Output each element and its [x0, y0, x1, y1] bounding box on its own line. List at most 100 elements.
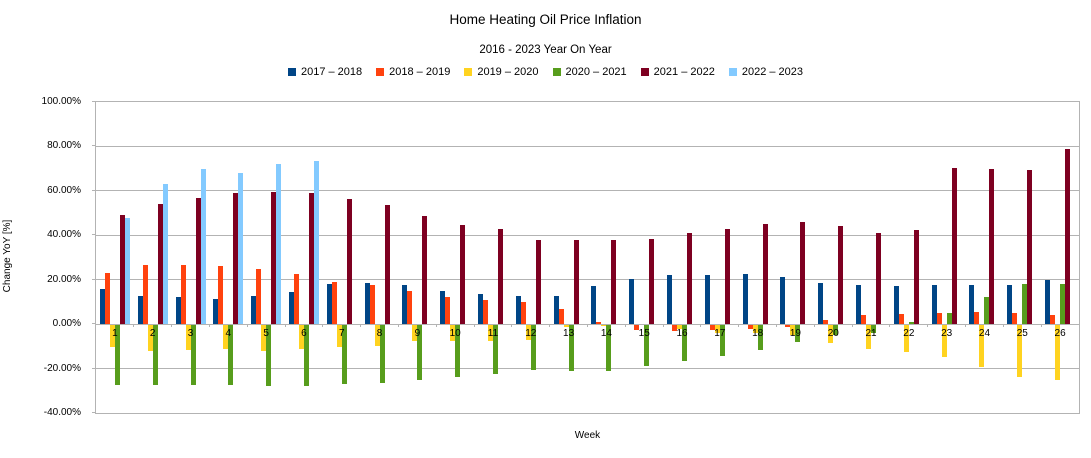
- bar-series4-week-7: [341, 324, 347, 385]
- bar-series2-week-1: [104, 273, 110, 325]
- bar-series3-week-9: [412, 324, 418, 341]
- gridline-20: [96, 279, 1079, 281]
- bar-series1-week-2: [137, 296, 143, 325]
- legend-label: 2018 – 2019: [389, 66, 451, 78]
- y-tick-label-40: 40.00%: [47, 229, 81, 241]
- legend-label: 2019 – 2020: [477, 66, 539, 78]
- x-tick-label-11: 11: [487, 328, 499, 340]
- bar-series1-week-13: [553, 296, 559, 325]
- gridline-80: [96, 145, 1079, 147]
- bar-series2-week-25: [1012, 313, 1018, 325]
- y-tick-label-0: 0.00%: [52, 318, 81, 330]
- x-tick-mark: [208, 324, 210, 328]
- y-tick-mark: [92, 189, 95, 191]
- bar-series1-week-3: [175, 297, 181, 325]
- bar-series1-week-21: [856, 285, 862, 325]
- x-tick-mark: [889, 324, 891, 328]
- bar-series5-week-20: [838, 226, 844, 325]
- x-tick-mark: [1040, 324, 1042, 328]
- y-tick-mark: [92, 278, 95, 280]
- y-tick-label--40: -40.00%: [43, 407, 81, 418]
- bar-series2-week-18: [747, 324, 753, 329]
- bar-series3-week-1: [109, 324, 115, 348]
- bar-series4-week-1: [114, 324, 120, 386]
- bar-series2-week-11: [482, 299, 488, 325]
- x-tick-label-22: 22: [903, 328, 915, 340]
- bar-series2-week-23: [936, 313, 942, 325]
- bar-series3-week-25: [1017, 324, 1023, 378]
- bar-series5-week-25: [1027, 169, 1033, 325]
- x-tick-mark: [700, 324, 702, 328]
- bar-series3-week-10: [450, 324, 456, 341]
- legend-label: 2021 – 2022: [653, 66, 715, 78]
- bar-series3-week-17: [714, 324, 720, 334]
- bar-series5-week-12: [535, 239, 541, 325]
- bar-series5-week-3: [195, 197, 201, 325]
- bar-series5-week-16: [687, 233, 693, 325]
- legend-swatch-icon: [728, 68, 737, 76]
- legend-item-3: 2019 – 2020: [464, 66, 539, 78]
- bar-series5-week-2: [157, 204, 163, 325]
- bar-series4-week-11: [492, 324, 498, 375]
- legend-swatch-icon: [464, 68, 473, 76]
- x-tick-mark: [1002, 324, 1004, 328]
- x-tick-label-15: 15: [638, 328, 650, 340]
- bar-series5-week-4: [233, 193, 239, 325]
- bar-series3-week-14: [601, 324, 607, 327]
- bar-series5-week-24: [989, 168, 995, 325]
- y-tick-label--20: -20.00%: [43, 362, 81, 374]
- bar-series3-week-3: [185, 324, 191, 350]
- bar-series2-week-13: [558, 308, 564, 325]
- bar-series6-week-1: [124, 217, 130, 325]
- bar-series4-week-20: [833, 324, 839, 336]
- x-tick-mark: [927, 324, 929, 328]
- bar-series1-week-18: [742, 274, 748, 325]
- legend-swatch-icon: [287, 68, 296, 76]
- bar-series1-week-19: [780, 277, 786, 325]
- bar-series1-week-10: [440, 290, 446, 325]
- x-tick-mark: [246, 324, 248, 328]
- bar-series1-week-7: [326, 284, 332, 325]
- legend-item-6: 2022 – 2023: [728, 66, 803, 78]
- legend-label: 2020 – 2021: [565, 66, 627, 78]
- bar-series2-week-21: [861, 315, 867, 325]
- bar-series3-week-6: [298, 324, 304, 349]
- legend-item-1: 2017 – 2018: [287, 66, 362, 78]
- x-tick-mark: [965, 324, 967, 328]
- bar-series1-week-20: [818, 283, 824, 325]
- bar-series2-week-4: [218, 266, 224, 325]
- x-tick-label-17: 17: [714, 328, 726, 340]
- plot-area: 1 2 3 4 5 6 7 8 9 10 11 12 13 14 15 16 17 18 19 20 21 22 23 24 2…: [95, 101, 1080, 414]
- bar-series3-week-12: [525, 324, 531, 340]
- y-tick-mark: [92, 367, 95, 369]
- bar-series2-week-20: [823, 319, 829, 325]
- x-tick-mark: [549, 324, 551, 328]
- bar-series3-week-11: [487, 324, 493, 341]
- bar-series5-week-13: [573, 239, 579, 325]
- bar-series2-week-3: [180, 265, 186, 325]
- bar-series4-week-25: [1022, 284, 1028, 325]
- gridline-40: [96, 234, 1079, 236]
- x-tick-label-23: 23: [941, 328, 953, 340]
- bar-series6-week-5: [276, 164, 282, 325]
- bar-series3-week-19: [790, 324, 796, 336]
- bar-series4-week-21: [871, 324, 877, 334]
- y-tick-mark: [92, 412, 95, 413]
- y-axis-title: Change YoY [%]: [2, 219, 13, 293]
- bar-series2-week-16: [672, 324, 678, 331]
- legend-item-4: 2020 – 2021: [552, 66, 627, 78]
- bar-series4-week-4: [228, 324, 234, 386]
- x-tick-mark: [776, 324, 778, 328]
- bar-series2-week-2: [142, 265, 148, 325]
- bar-series6-week-6: [313, 160, 319, 325]
- chart-legend: 2017 – 2018 2018 – 2019 2019 – 2020 2020 – …: [0, 66, 1091, 78]
- legend-swatch-icon: [640, 68, 649, 76]
- bar-series2-week-12: [520, 301, 526, 325]
- x-tick-label-14: 14: [600, 328, 612, 340]
- bar-series2-week-17: [709, 324, 715, 330]
- bar-series5-week-5: [271, 191, 277, 325]
- bar-series1-week-16: [667, 275, 673, 325]
- x-tick-label-16: 16: [676, 328, 688, 340]
- x-tick-label-19: 19: [789, 328, 801, 340]
- bar-series2-week-9: [407, 290, 413, 325]
